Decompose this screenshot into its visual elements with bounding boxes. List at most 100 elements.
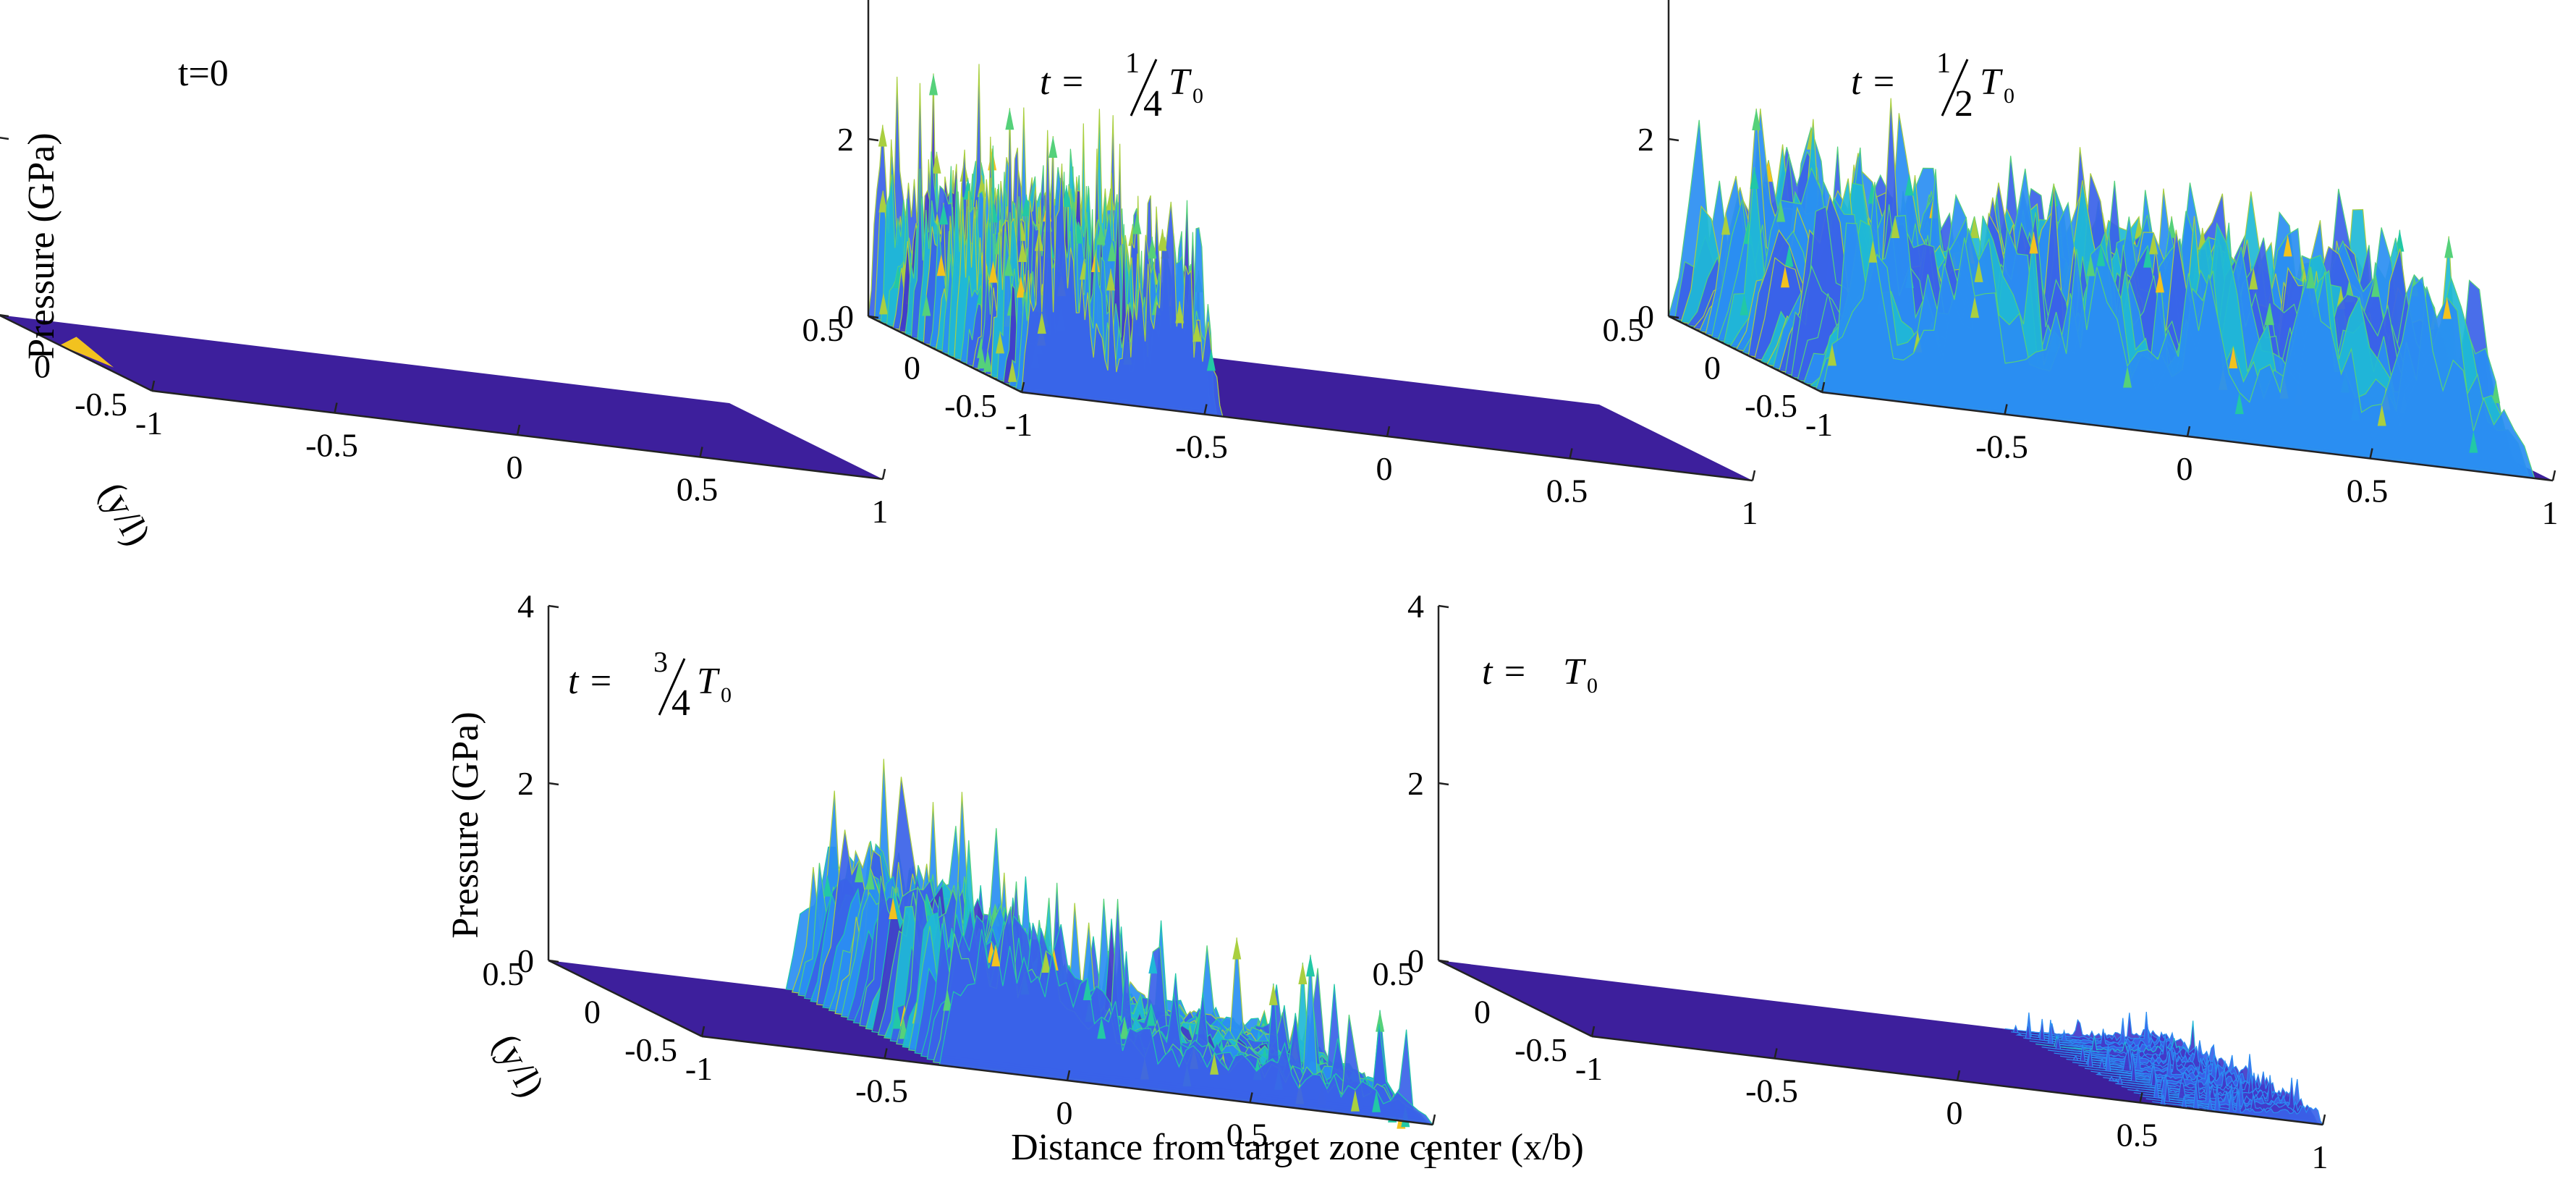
surface-peak [943,989,952,1011]
z-tick-label: 2 [837,121,854,158]
x-tick-mark [2186,426,2191,437]
title-symbol: T [697,661,720,702]
y-tick-label: -0.5 [1745,387,1797,424]
z-tick-label: 0 [837,298,854,335]
surface-peak [1372,1090,1381,1112]
surface-peak [1868,240,1878,263]
panel-title: t = 1 4 T 0 [1040,46,1203,124]
surface-peak [889,897,898,919]
x-tick-label: 0.5 [1226,1117,1268,1154]
title-numerator: 1 [1936,46,1951,79]
surface-peak [1018,240,1028,262]
surface-peak [1232,937,1242,960]
surface-peak [929,73,939,96]
surface-strip [2035,1020,2201,1065]
panel-title: t = T 0 [1482,651,1598,698]
surface-peak [991,944,1001,967]
y-tick-label: -0.5 [944,387,997,424]
x-tick-mark [2139,1092,2143,1103]
surface-peak [1048,136,1058,158]
y-axis [868,315,1022,394]
x-tick-label: 0.5 [2117,1117,2158,1154]
z-tick-mark [548,959,559,963]
base-plane [0,315,883,479]
svg-text:t =: t = [1482,651,1528,693]
surface-peak [1132,212,1142,234]
surface-peak [2123,365,2132,388]
surface-peak [939,203,949,225]
x-tick-label: 1 [872,493,889,530]
surface-peak [2265,303,2274,326]
x-tick-label: 1 [2312,1138,2329,1175]
surface-peak [1750,166,1759,189]
x-tick-label: -0.5 [1975,428,2028,465]
surface-peak [1305,955,1315,977]
y-tick-label: 0.5 [1373,955,1415,992]
surface-strip [2095,1054,2263,1095]
surface-peak [936,254,946,276]
surface-peak [2149,232,2158,255]
surface-peak [1268,983,1278,1005]
surface-peak [2029,232,2038,254]
x-tick-mark [2369,448,2373,459]
title-symbol: T [1169,62,1192,103]
z-tick-mark [548,782,559,786]
title-prefix: t = [1040,62,1085,103]
x-tick-mark [1020,381,1025,393]
x-tick-mark [1774,1048,1778,1059]
panel-full-period: 024-1-0.500.510.50-0.5 t = T 0 [1373,588,2329,1175]
surface-peak [878,124,887,147]
surface-peak [1175,301,1185,324]
surface-peak [1119,1017,1129,1039]
y-tick-label: 0 [904,350,920,386]
surface-peak [1148,952,1158,974]
title-numerator: 3 [653,646,668,678]
surface-peak [2249,267,2258,289]
z-tick-label: 2 [1637,121,1654,158]
title-subscript: 0 [2004,84,2014,108]
x-tick-mark [516,424,521,436]
surface-peak [1970,296,1980,318]
base-plane [1439,960,2323,1125]
x-tick-mark [1203,404,1208,415]
y-axis [1668,315,1823,394]
y-tick-label: 0 [1704,350,1721,386]
surface-peak [932,151,941,174]
z-tick-label: 4 [517,588,534,625]
axes: 024-1-0.500.510.50-0.5 [483,588,1439,1175]
title-symbol: T [1563,651,1586,693]
surface-peak [1107,240,1117,262]
x-tick-label: 0 [2177,450,2193,487]
panel-t0: 024-1-0.500.510.50-0.5 t=0 Pressure (GPa… [0,53,889,552]
title-prefix: t = [1851,62,1897,103]
surface-peak [2306,266,2316,289]
x-tick-mark [1956,1070,1961,1081]
x-tick-mark [1751,470,1756,481]
surface-peak [1828,344,1837,366]
surface-strip [1821,237,2535,479]
x-tick-mark [1569,448,1573,459]
surface-peak [1776,200,1786,222]
x-tick-label: 1 [2542,494,2559,531]
surface-peak [983,350,993,372]
surface-peak [878,292,888,315]
x-axis-label: Distance from target zone center (x/b) [1011,1127,1584,1168]
surface-peak [996,331,1005,354]
surface-mesh [548,758,1434,1129]
x-tick-label: 1 [1742,494,1758,531]
surface-peak [1146,1004,1156,1026]
svg-text:t =: t = [568,661,614,702]
surface-peak [1148,237,1157,259]
x-tick-label: 0.5 [1546,473,1588,510]
title-prefix: t = [568,661,614,702]
surface-peak [1350,1089,1360,1112]
y-axis [0,314,153,392]
surface-peak [2444,236,2454,258]
surface-mesh [1439,960,2324,1125]
surface-peak [1376,1010,1385,1032]
surface-peak [1041,950,1051,973]
surface-peak [2377,404,2386,426]
surface-strip [939,929,1434,1125]
z-tick-mark [0,314,9,318]
surface-peak [1752,109,1761,131]
